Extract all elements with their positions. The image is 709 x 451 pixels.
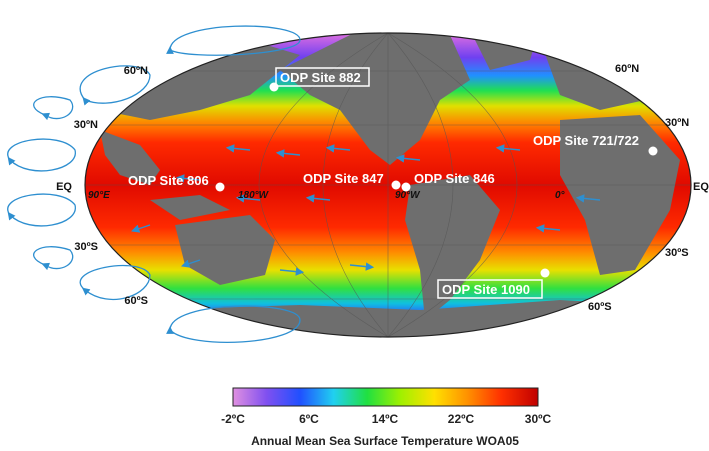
lat-label-60n-left: 60ºN bbox=[124, 65, 148, 77]
site-721: ODP Site 721/722 bbox=[533, 133, 658, 156]
site-882-dot bbox=[269, 82, 279, 92]
landmass-australia bbox=[175, 215, 275, 285]
lat-label-60s-left: 60ºS bbox=[124, 295, 148, 307]
site-847-label: ODP Site 847 bbox=[303, 171, 384, 186]
lon-label-90e: 90°E bbox=[88, 190, 110, 201]
site-806: ODP Site 806 bbox=[128, 173, 225, 192]
odp-sites: ODP Site 882 ODP Site 806 ODP Site 847 O… bbox=[128, 67, 658, 299]
site-882: ODP Site 882 bbox=[269, 67, 370, 92]
lon-label-180w: 180°W bbox=[238, 190, 270, 201]
latitude-labels-left: 60ºN 30ºN EQ 30ºS 60ºS bbox=[56, 65, 148, 307]
lat-label-eq-right: EQ bbox=[693, 181, 709, 193]
site-846: ODP Site 846 bbox=[401, 171, 495, 192]
site-721-dot bbox=[648, 146, 658, 156]
colorbar-tick-3: 22ºC bbox=[448, 412, 475, 426]
landmass-africa bbox=[560, 115, 680, 275]
lat-label-30s-right: 30ºS bbox=[665, 247, 689, 259]
colorbar-gradient bbox=[232, 387, 539, 407]
longitude-labels: 90°E 180°W 90°W 0° bbox=[88, 190, 566, 201]
landmass-south-america bbox=[405, 175, 500, 320]
site-1090-label: ODP Site 1090 bbox=[442, 282, 530, 297]
colorbar-tick-4: 30ºC bbox=[525, 412, 552, 426]
map-outline bbox=[84, 32, 692, 338]
colorbar-tick-1: 6ºC bbox=[299, 412, 319, 426]
lon-label-90w: 90°W bbox=[395, 190, 421, 201]
landmass-indonesia bbox=[150, 195, 230, 220]
lat-label-eq-left: EQ bbox=[56, 181, 72, 193]
site-882-label: ODP Site 882 bbox=[280, 70, 361, 85]
site-1090-dot bbox=[540, 268, 550, 278]
landmass-southeast-asia bbox=[100, 130, 160, 185]
current-arrows bbox=[131, 144, 601, 276]
site-806-label: ODP Site 806 bbox=[128, 173, 209, 188]
lat-label-60s-right: 60ºS bbox=[588, 301, 612, 313]
colorbar-tick-0: -2ºC bbox=[221, 412, 245, 426]
site-1090: ODP Site 1090 bbox=[437, 268, 550, 299]
lat-label-30n-left: 30ºN bbox=[74, 119, 98, 131]
lat-label-30n-right: 30ºN bbox=[665, 117, 689, 129]
lat-label-60n-right: 60ºN bbox=[615, 63, 639, 75]
site-847: ODP Site 847 bbox=[303, 171, 401, 190]
site-847-dot bbox=[391, 180, 401, 190]
atmospheric-cells bbox=[8, 25, 301, 343]
latitude-labels-right: 60ºN 30ºN EQ 30ºS 60ºS bbox=[588, 63, 709, 313]
landmass-north-america bbox=[280, 33, 470, 165]
lat-label-30s-left: 30ºS bbox=[74, 241, 98, 253]
colorbar: -2ºC 6ºC 14ºC 22ºC 30ºC Annual Mean Sea … bbox=[221, 387, 552, 448]
site-846-dot bbox=[401, 182, 411, 192]
lon-label-0: 0° bbox=[555, 190, 566, 201]
site-846-label: ODP Site 846 bbox=[414, 171, 495, 186]
figure-title: Annual Mean Sea Surface Temperature WOA0… bbox=[251, 434, 519, 448]
site-721-label: ODP Site 721/722 bbox=[533, 133, 639, 148]
site-806-dot bbox=[215, 182, 225, 192]
colorbar-tick-2: 14ºC bbox=[372, 412, 399, 426]
